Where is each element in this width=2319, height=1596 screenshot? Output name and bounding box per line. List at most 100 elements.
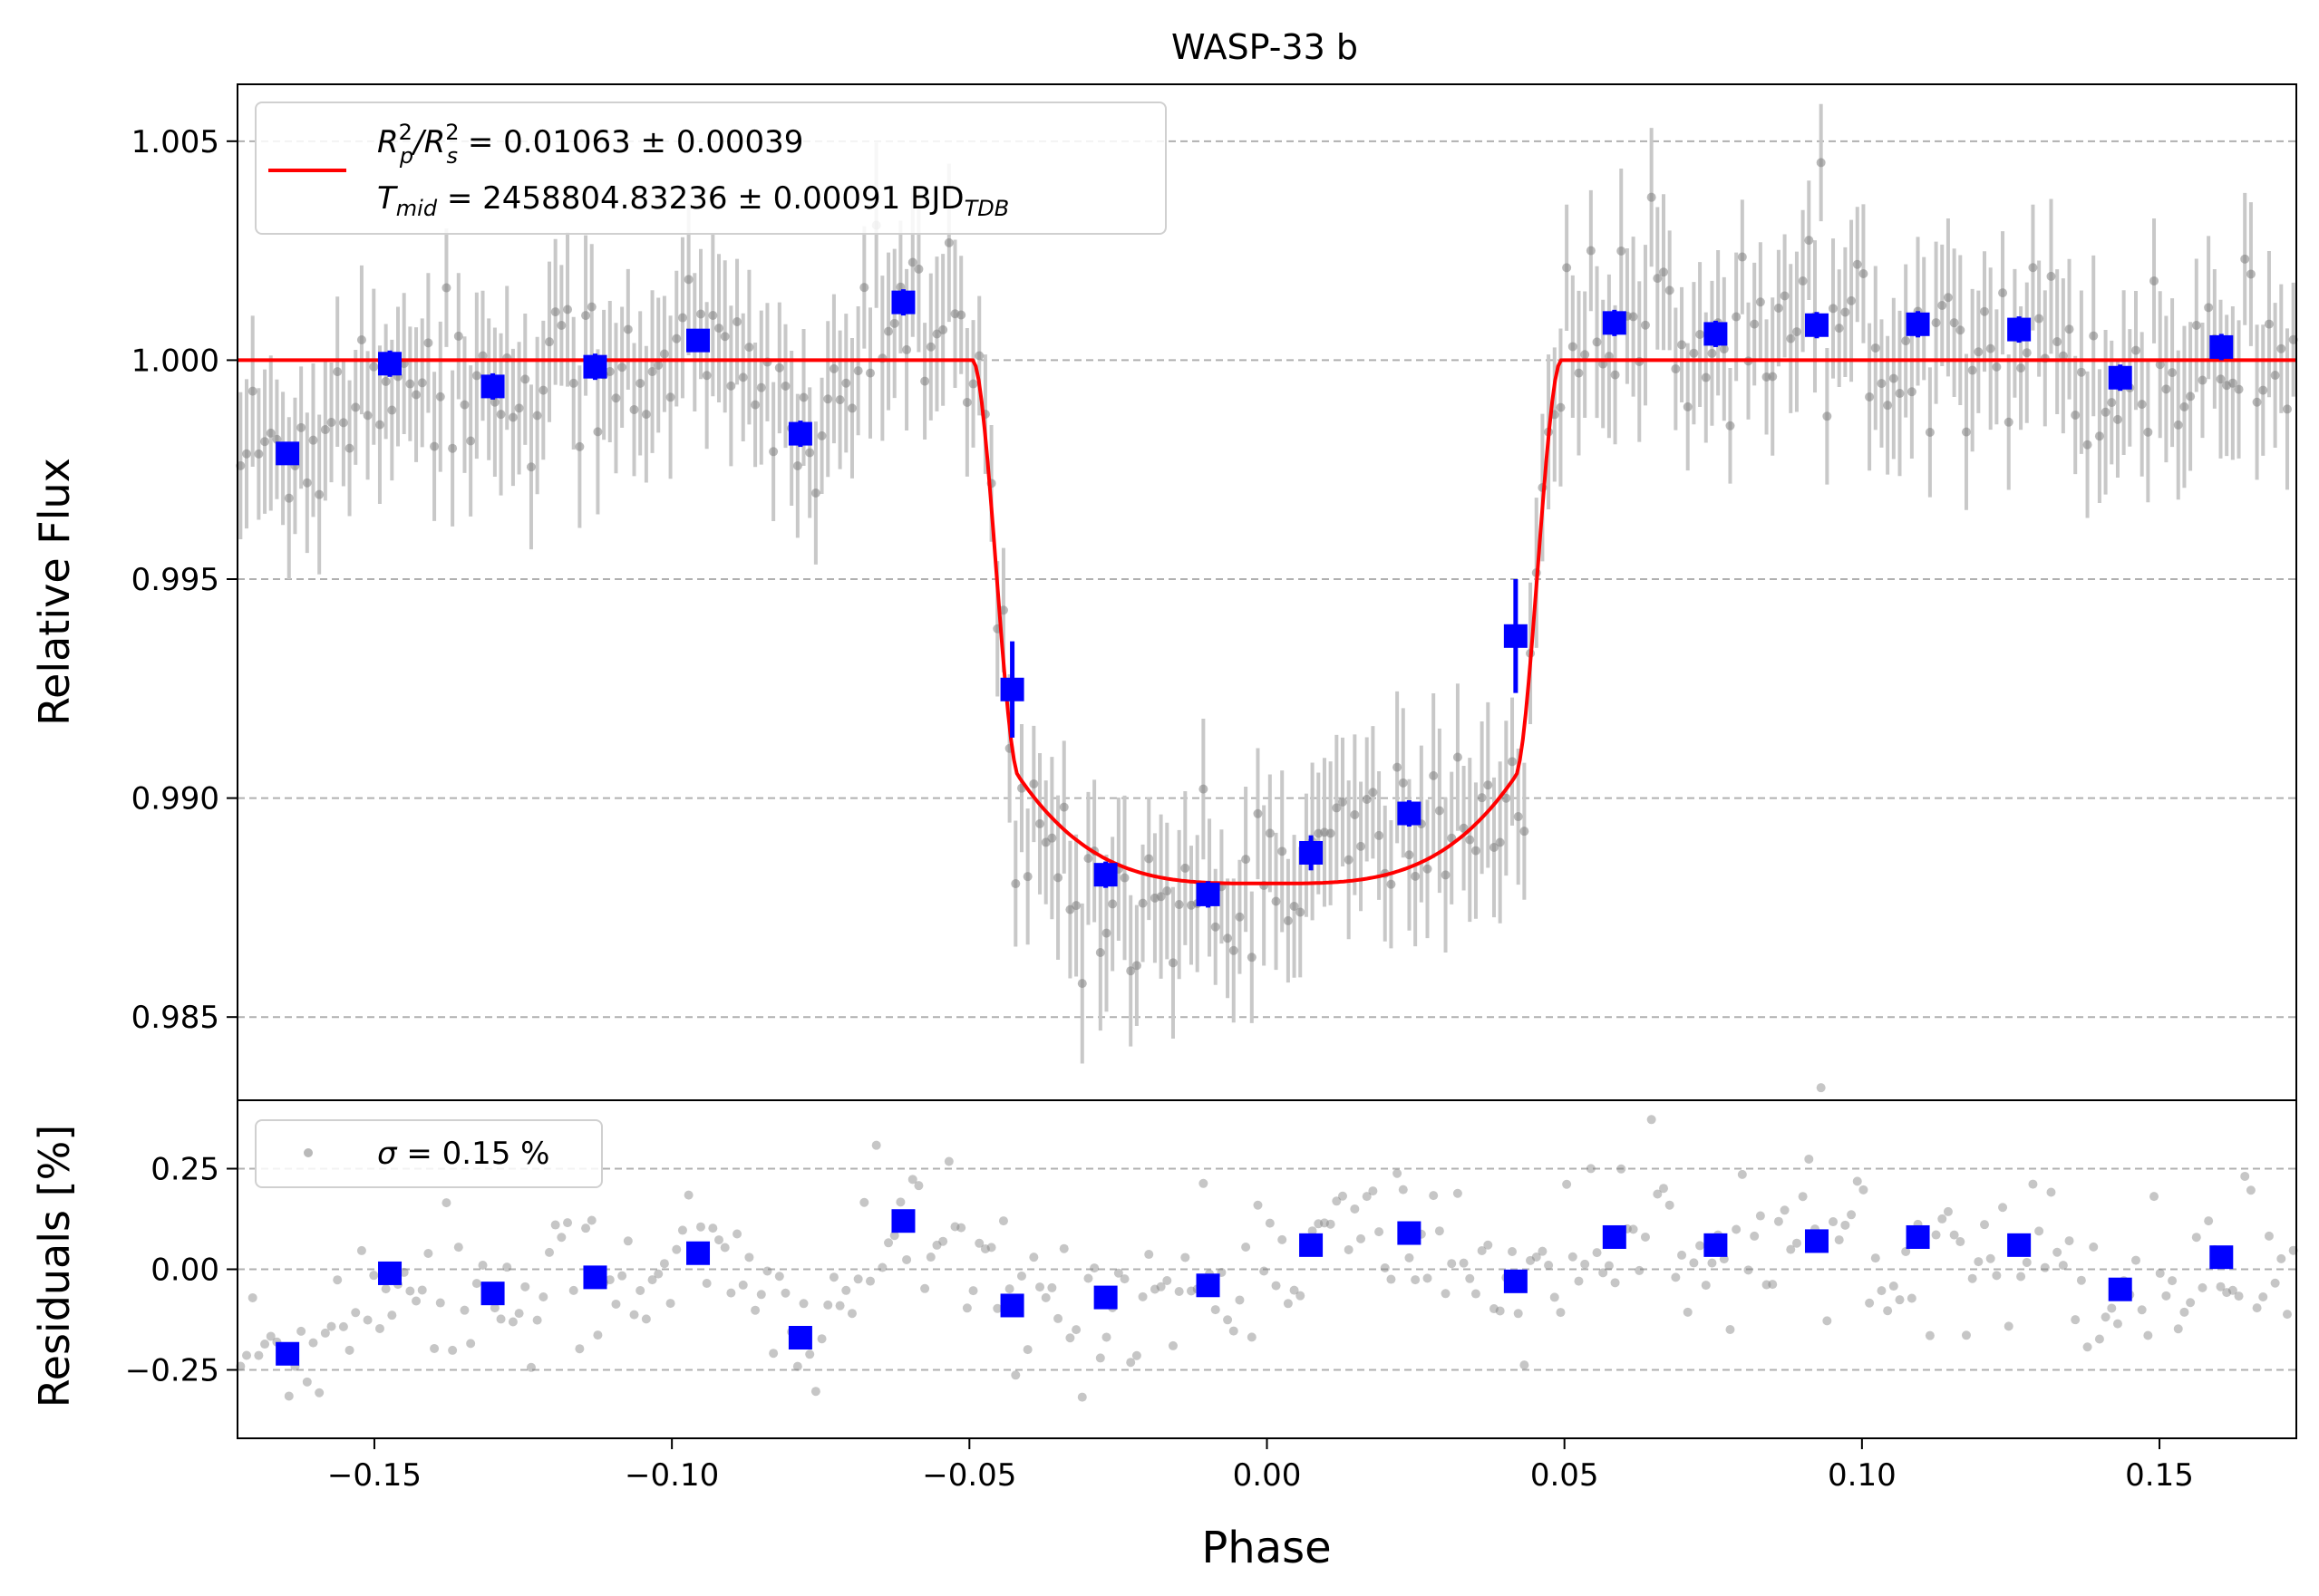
- flux-raw-point: [441, 283, 451, 293]
- residual-raw-point: [1931, 1230, 1941, 1240]
- residual-raw-point: [708, 1224, 718, 1233]
- residual-raw-point: [1289, 1285, 1299, 1295]
- residual-raw-point: [1761, 1280, 1771, 1290]
- residual-raw-point: [1489, 1304, 1499, 1314]
- residual-binned-point: [276, 1341, 300, 1366]
- flux-raw-point: [1829, 304, 1839, 314]
- flux-raw-point: [1362, 794, 1372, 804]
- residual-raw-point: [1531, 1253, 1541, 1262]
- residual-raw-point: [1374, 1227, 1384, 1237]
- residual-raw-point: [1664, 1200, 1674, 1210]
- flux-raw-point: [1386, 879, 1396, 889]
- residual-raw-point: [1780, 1205, 1790, 1215]
- flux-raw-point: [1247, 953, 1257, 962]
- residual-binned-point: [1196, 1273, 1220, 1298]
- residual-raw-point: [2143, 1330, 2153, 1340]
- residual-raw-point: [1980, 1220, 1990, 1230]
- flux-raw-point: [1732, 312, 1742, 322]
- flux-raw-point: [1683, 401, 1693, 411]
- residual-raw-point: [1701, 1281, 1711, 1291]
- flux-raw-point: [1083, 854, 1093, 864]
- residual-raw-point: [2130, 1255, 2140, 1265]
- residual-raw-point: [774, 1272, 784, 1282]
- residual-raw-point: [733, 1229, 742, 1239]
- residual-raw-point: [1974, 1257, 1984, 1267]
- residual-raw-point: [1356, 1233, 1366, 1243]
- residual-raw-point: [2234, 1291, 2244, 1301]
- residual-raw-point: [1392, 1168, 1402, 1178]
- residual-raw-point: [950, 1222, 960, 1232]
- residual-binned-point: [480, 1282, 505, 1306]
- flux-raw-point: [1870, 343, 1880, 353]
- flux-raw-point: [2107, 398, 2117, 408]
- residual-raw-point: [684, 1190, 694, 1200]
- residual-raw-point: [998, 1216, 1008, 1226]
- residual-raw-point: [1101, 1332, 1111, 1342]
- flux-raw-point: [1804, 236, 1814, 246]
- residual-raw-point: [1174, 1287, 1184, 1297]
- residual-raw-point: [1955, 1237, 1965, 1247]
- residual-binned-points: [276, 1209, 2234, 1366]
- residual-raw-point: [466, 1339, 476, 1349]
- residual-raw-point: [1011, 1370, 1021, 1380]
- flux-raw-point: [2204, 303, 2214, 313]
- flux-raw-point: [2016, 363, 2026, 373]
- flux-raw-point: [1356, 841, 1366, 851]
- residual-y-ticks: −0.25 0.00 0.25: [125, 1151, 238, 1389]
- flux-raw-point: [1580, 350, 1590, 360]
- residual-raw-point: [1314, 1219, 1324, 1229]
- chart-title: WASP-33 b: [1171, 27, 1358, 67]
- residual-raw-point: [2282, 1310, 2292, 1320]
- flux-raw-point: [2143, 427, 2153, 437]
- residual-raw-point: [544, 1247, 554, 1257]
- residual-raw-point: [1646, 1115, 1656, 1125]
- flux-raw-point: [315, 489, 325, 499]
- flux-raw-point: [1574, 368, 1584, 378]
- residual-raw-point: [702, 1278, 712, 1288]
- residual-raw-point: [1743, 1265, 1753, 1275]
- residual-raw-point: [2040, 1262, 2050, 1272]
- flux-raw-point: [1198, 784, 1208, 794]
- residual-raw-point: [1465, 1273, 1475, 1283]
- residual-raw-point: [1404, 1253, 1414, 1262]
- residual-raw-point: [2028, 1179, 2038, 1189]
- residual-raw-point: [381, 1284, 391, 1294]
- flux-raw-point: [1441, 870, 1451, 880]
- residual-raw-point: [1653, 1189, 1663, 1199]
- flux-raw-point: [1180, 863, 1190, 873]
- flux-raw-point: [810, 488, 820, 498]
- residual-binned-point: [1299, 1233, 1324, 1257]
- flux-raw-point: [1822, 411, 1832, 421]
- flux-raw-point: [1610, 370, 1620, 380]
- residual-raw-point: [1773, 1216, 1783, 1226]
- flux-raw-point: [805, 448, 815, 458]
- flux-raw-point: [1228, 945, 1238, 955]
- residual-raw-point: [1804, 1154, 1814, 1164]
- flux-raw-point: [2198, 375, 2207, 385]
- residual-raw-point: [902, 1254, 912, 1264]
- flux-raw-point: [1616, 246, 1626, 256]
- residual-raw-point: [435, 1298, 445, 1308]
- flux-raw-point: [1223, 933, 1233, 943]
- residual-raw-point: [1640, 1232, 1650, 1242]
- residual-raw-point: [884, 1238, 894, 1248]
- residual-raw-point: [659, 1259, 669, 1269]
- residual-raw-point: [1162, 1275, 1172, 1285]
- flux-raw-point: [2276, 343, 2286, 353]
- flux-binned-point: [891, 290, 916, 314]
- residual-binned-point: [1906, 1224, 1930, 1249]
- residual-raw-point: [405, 1286, 415, 1296]
- residual-raw-point: [1725, 1325, 1735, 1335]
- flux-raw-point: [387, 405, 397, 415]
- flux-binned-point: [2007, 317, 2032, 342]
- flux-raw-point: [714, 324, 724, 334]
- flux-raw-point: [956, 310, 966, 320]
- residual-raw-point: [1852, 1176, 1862, 1186]
- residual-binned-point: [891, 1209, 916, 1233]
- flux-raw-point: [254, 449, 264, 459]
- flux-raw-point: [563, 305, 573, 314]
- residual-binned-point: [1503, 1269, 1528, 1293]
- flux-raw-point: [1755, 297, 1765, 307]
- flux-raw-point: [242, 449, 252, 459]
